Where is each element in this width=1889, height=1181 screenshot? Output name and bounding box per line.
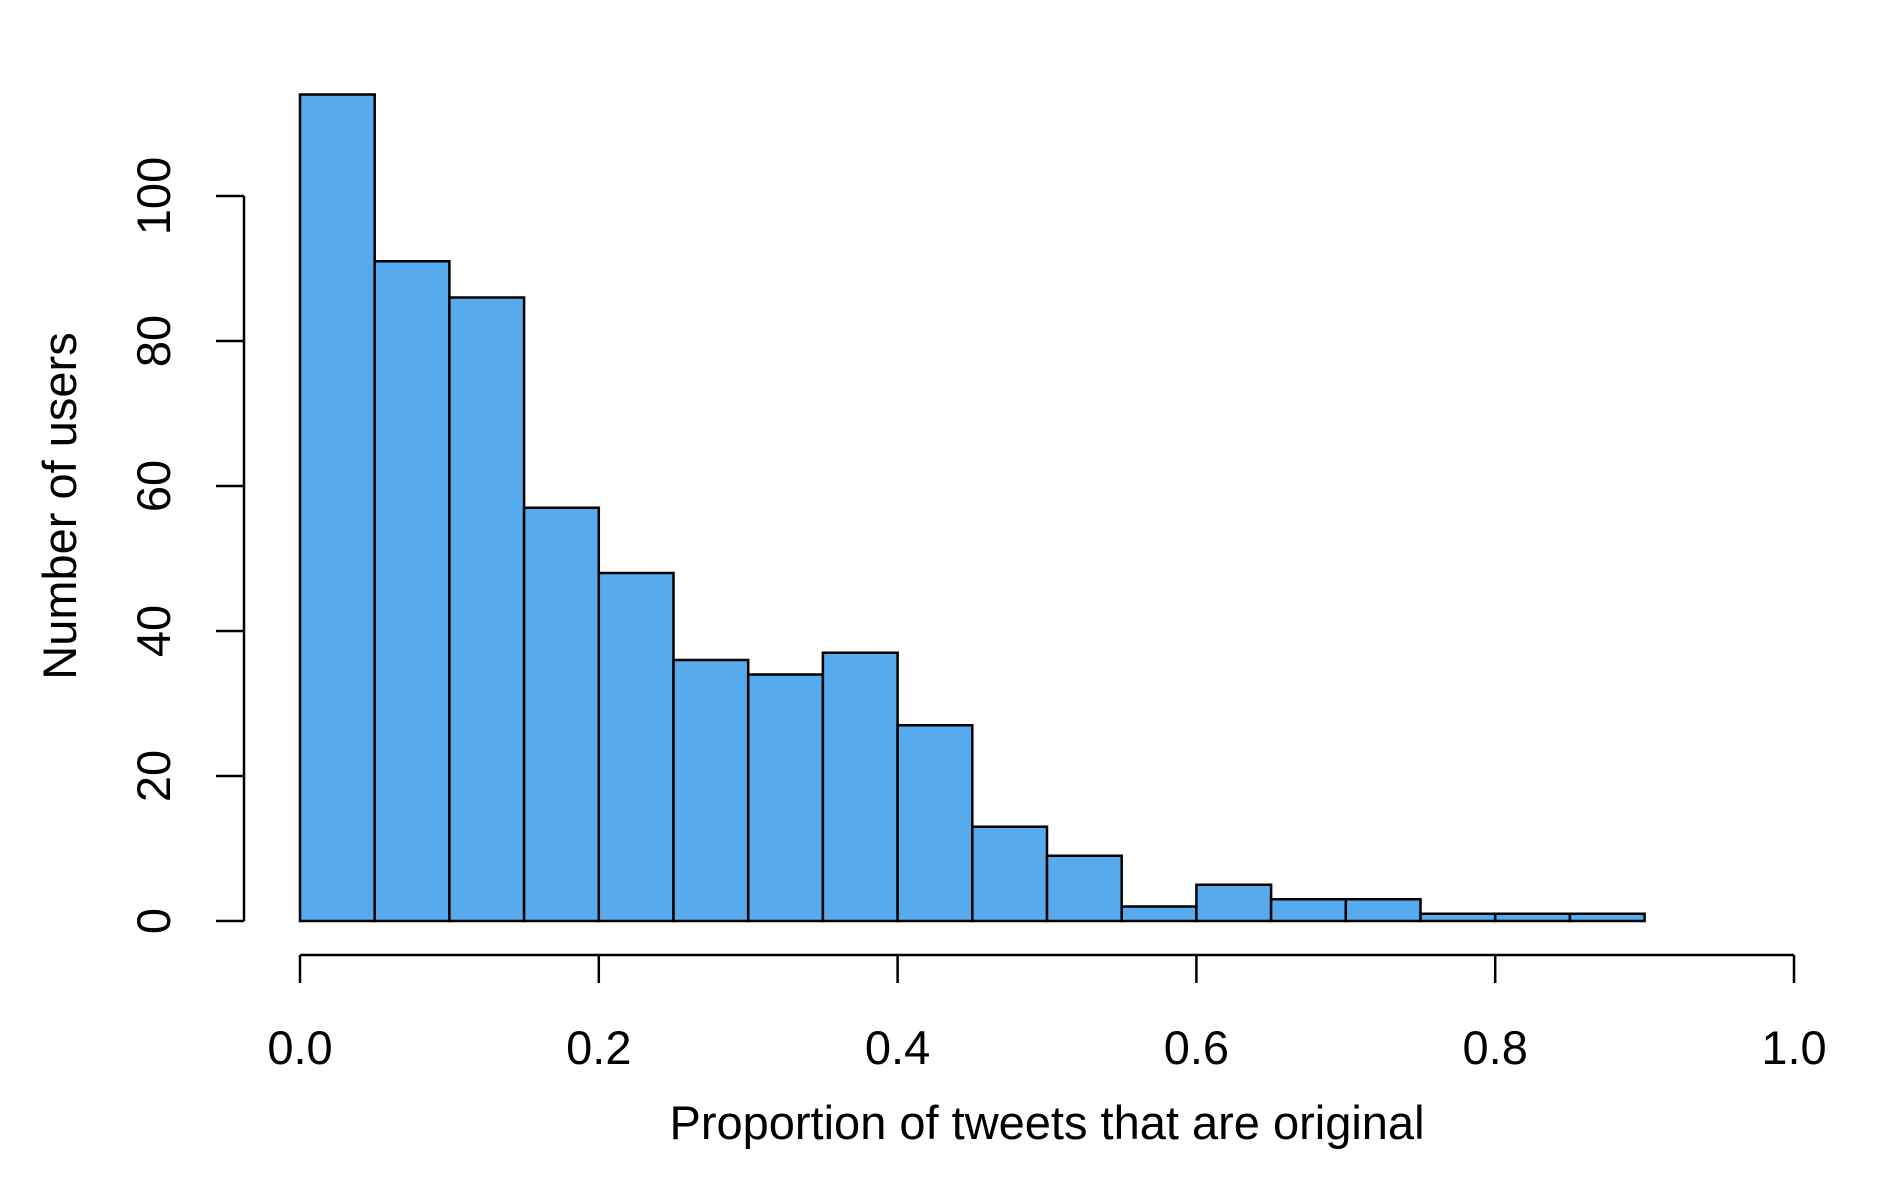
y-tick-label: 80: [127, 315, 180, 367]
bars-layer: [298, 93, 1646, 923]
histogram-bar: [1493, 912, 1572, 923]
histogram-bar: [1568, 912, 1646, 923]
histogram-bar: [1344, 898, 1422, 923]
y-tick-label: 0: [127, 908, 180, 934]
y-tick-label: 60: [127, 460, 180, 512]
x-tick-label: 0.2: [566, 1021, 631, 1074]
histogram-bar: [298, 93, 376, 923]
histogram-bar: [672, 658, 750, 923]
histogram-bar: [971, 825, 1049, 923]
histogram-bar: [1045, 854, 1123, 923]
y-axis-title: Number of users: [33, 332, 86, 679]
y-tick-label: 40: [127, 605, 180, 657]
histogram-bar: [896, 724, 974, 923]
y-axis: 0 20 40 60 80 100: [127, 157, 246, 934]
histogram-bar: [448, 296, 526, 923]
x-axis: 0.0 0.2 0.4 0.6 0.8 1.0: [267, 953, 1827, 1074]
histogram-bar: [1269, 898, 1348, 923]
histogram-bar: [1120, 905, 1198, 923]
histogram-bar: [821, 651, 899, 923]
x-tick-label: 0.6: [1164, 1021, 1229, 1074]
histogram-bar: [1195, 883, 1273, 923]
histogram-bar: [373, 260, 451, 923]
y-tick-label: 20: [127, 750, 180, 802]
histogram-bar: [746, 673, 825, 923]
histogram-bar: [597, 571, 675, 923]
histogram-bar: [522, 506, 601, 923]
y-tick-label: 100: [127, 157, 180, 235]
x-tick-label: 0.0: [267, 1021, 332, 1074]
x-tick-label: 1.0: [1761, 1021, 1826, 1074]
x-tick-label: 0.4: [865, 1021, 930, 1074]
x-axis-title: Proportion of tweets that are original: [669, 1096, 1424, 1149]
histogram-bar: [1419, 912, 1497, 923]
x-tick-label: 0.8: [1463, 1021, 1528, 1074]
